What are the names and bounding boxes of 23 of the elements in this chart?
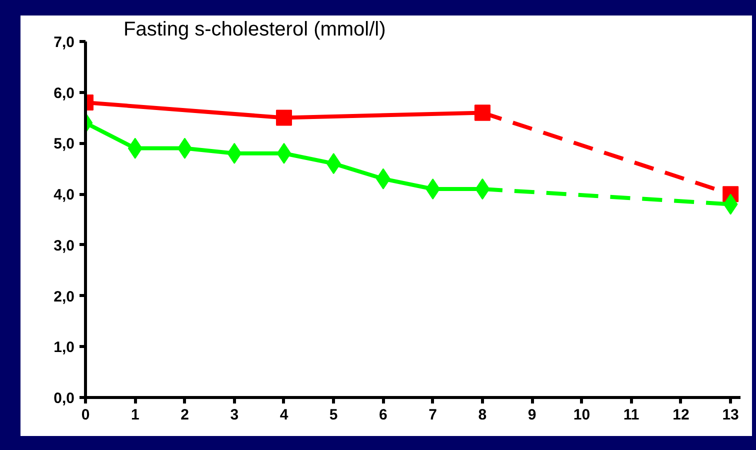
y-tick-label: 0,0 [54,390,75,407]
y-tick-label: 5,0 [54,136,75,153]
y-tick-label: 7,0 [54,34,75,51]
x-tick-label: 0 [81,406,90,424]
y-tick-label: 3,0 [54,237,75,254]
x-tick-label: 13 [722,406,739,424]
x-tick-label: 9 [528,406,536,424]
x-tick-label: 4 [280,406,289,424]
x-tick-label: 2 [180,406,189,424]
x-tick-label: 3 [230,406,239,424]
x-tick-label: 6 [379,406,388,424]
x-tick-label: 7 [428,406,438,424]
chart-title: Fasting s-cholesterol (mmol/l) [124,18,386,40]
x-tick-label: 8 [478,406,487,424]
x-tick-label: 1 [130,406,140,424]
y-tick-label: 6,0 [54,84,75,102]
y-tick-label: 2,0 [54,288,75,306]
x-tick-label: 11 [623,406,640,424]
y-tick-label: 4,0 [54,186,75,204]
y-tick-label: 1,0 [54,339,75,356]
x-tick-label: 5 [329,406,338,424]
x-tick-label: 12 [672,406,690,424]
x-tick-label: 10 [573,406,590,424]
